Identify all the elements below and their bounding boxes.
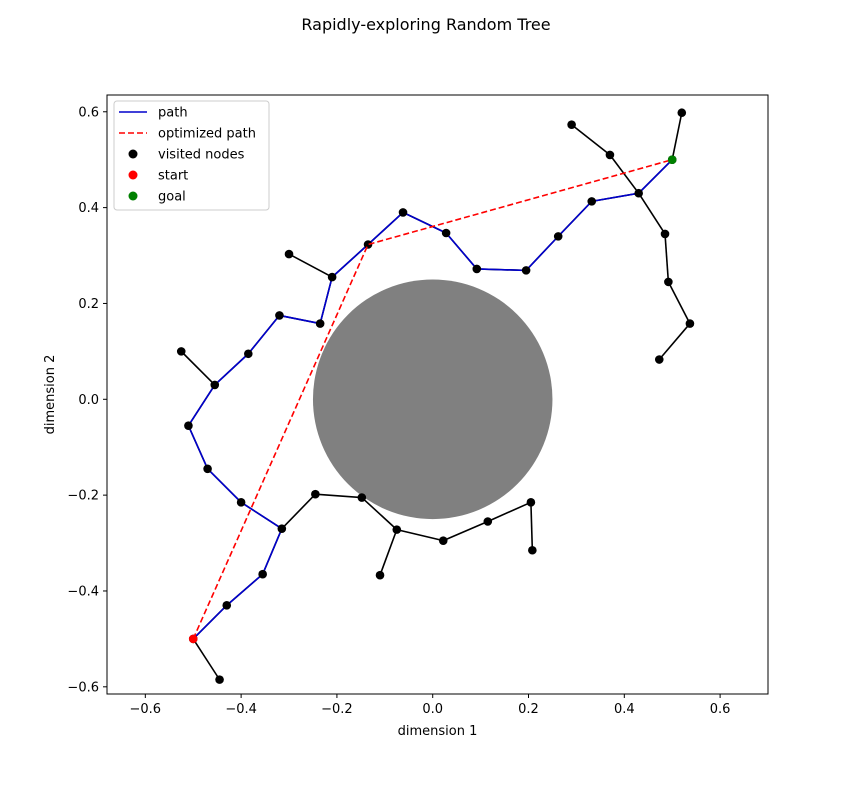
tree-edge — [658, 323, 691, 361]
visited-node — [526, 498, 536, 507]
tree-edge — [571, 124, 611, 156]
visited-node — [521, 266, 531, 275]
visited-node — [392, 525, 402, 534]
x-tick-label: 0.2 — [518, 702, 539, 717]
y-axis: −0.6 −0.4 −0.2 0.0 0.2 0.4 0.6 — [67, 105, 107, 695]
visited-node — [315, 319, 325, 328]
legend-path-label: path — [158, 106, 188, 121]
visited-node — [215, 675, 224, 684]
y-tick-label: 0.2 — [78, 297, 99, 312]
tree-edge — [281, 493, 316, 530]
y-axis-label: dimension 2 — [43, 355, 58, 435]
tree-edge — [671, 112, 683, 160]
visited-node — [277, 524, 287, 533]
visited-node — [244, 349, 253, 359]
visited-node — [357, 493, 367, 502]
y-tick-label: −0.6 — [67, 680, 99, 695]
visited-node — [210, 380, 220, 390]
legend-start-marker — [128, 170, 138, 180]
tree-edge — [487, 501, 532, 523]
visited-node — [553, 232, 563, 241]
optimized-path-line — [192, 158, 673, 640]
x-tick-label: −0.4 — [225, 702, 257, 717]
visited-node — [398, 208, 408, 217]
y-tick-label: 0.4 — [78, 201, 99, 216]
visited-node — [654, 355, 664, 364]
tree-edge — [192, 638, 221, 681]
x-tick-label: 0.4 — [614, 702, 635, 717]
visited-node — [677, 108, 687, 118]
tree-edge — [288, 253, 333, 278]
y-tick-label: 0.6 — [78, 105, 99, 120]
obstacle-circle — [312, 279, 553, 520]
tree-edge — [180, 350, 216, 386]
x-tick-label: 0.0 — [422, 702, 443, 717]
visited-node — [327, 272, 337, 282]
goal-node — [667, 155, 677, 164]
visited-node — [236, 498, 246, 507]
tree-edge — [396, 528, 444, 542]
visited-node — [567, 120, 576, 130]
visited-node — [311, 489, 320, 499]
visited-node — [184, 421, 193, 430]
x-axis-label: dimension 1 — [398, 724, 478, 739]
visited-node — [284, 249, 294, 259]
tree-edge — [667, 281, 691, 324]
x-tick-label: −0.6 — [130, 702, 162, 717]
tree-edge — [638, 192, 666, 235]
legend-visited-nodes-label: visited nodes — [158, 148, 245, 163]
legend-goal-marker — [128, 191, 138, 201]
visited-node — [483, 517, 493, 526]
tree-edge — [664, 233, 670, 282]
start-node — [188, 634, 198, 644]
tree-edge — [442, 520, 489, 542]
tree-edge — [530, 502, 534, 551]
tree-edge — [315, 493, 362, 499]
visited-node — [363, 240, 373, 249]
legend-optimized-path-label: optimized path — [158, 127, 256, 142]
x-tick-label: −0.2 — [321, 702, 353, 717]
visited-node — [176, 347, 186, 356]
y-tick-label: −0.2 — [67, 489, 99, 504]
visited-node — [660, 229, 670, 239]
legend-visited-nodes-marker — [128, 149, 138, 159]
y-tick-label: −0.4 — [67, 584, 99, 599]
visited-node — [258, 569, 267, 579]
visited-node — [438, 536, 448, 545]
plot-area — [176, 108, 695, 684]
visited-node — [664, 277, 673, 287]
legend-start-label: start — [158, 169, 188, 184]
x-tick-label: 0.6 — [710, 702, 731, 717]
tree-edge — [379, 529, 398, 576]
visited-node — [203, 464, 212, 474]
visited-node — [222, 601, 232, 610]
legend-goal-label: goal — [158, 190, 186, 205]
visited-node — [605, 150, 615, 160]
visited-node — [375, 570, 385, 580]
tree-edge — [361, 496, 398, 531]
x-axis: −0.6 −0.4 −0.2 0.0 0.2 0.4 0.6 — [130, 694, 731, 717]
visited-node — [587, 197, 597, 206]
visited-node — [634, 188, 643, 198]
tree-edge — [609, 154, 640, 194]
axes-frame — [106, 94, 769, 695]
visited-node — [472, 264, 482, 274]
legend-box — [113, 100, 270, 211]
y-tick-label: 0.0 — [78, 393, 99, 408]
legend: path optimized path visited nodes start … — [113, 100, 270, 211]
visited-node — [275, 311, 284, 320]
visited-node — [528, 545, 537, 555]
visited-node — [685, 319, 695, 328]
visited-node — [441, 228, 451, 238]
chart-title: Rapidly-exploring Random Tree — [301, 15, 550, 34]
